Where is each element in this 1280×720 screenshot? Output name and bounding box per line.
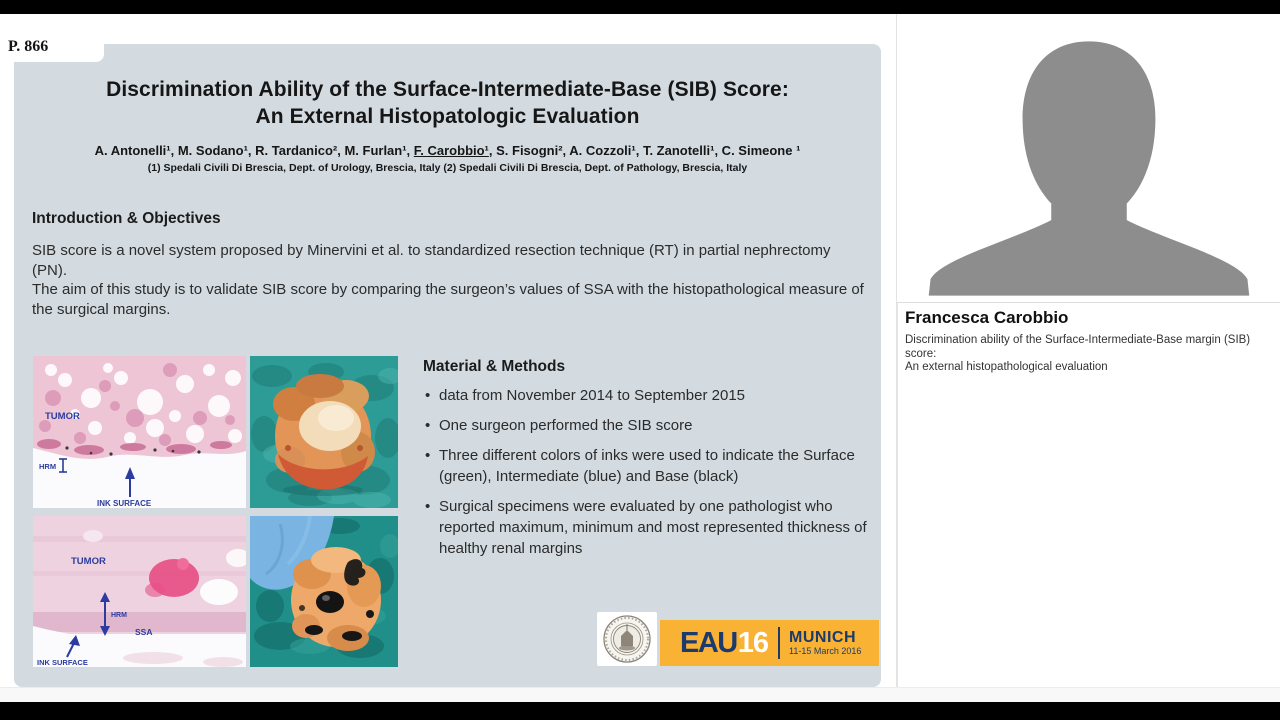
methods-list: data from November 2014 to September 201… bbox=[423, 385, 881, 559]
histology-image-bottom: TUMOR HRM SSA INK SURFACE bbox=[33, 516, 246, 667]
inked-specimen-shape bbox=[291, 547, 381, 651]
histology-figure-top: TUMOR HRM INK SURFACE bbox=[33, 356, 246, 508]
intro-body: SIB score is a novel system proposed by … bbox=[32, 241, 864, 319]
methods-bullet: Three different colors of inks were used… bbox=[423, 445, 881, 487]
eau-logo-city: MUNICH bbox=[789, 629, 856, 646]
methods-bullet: One surgeon performed the SIB score bbox=[423, 415, 881, 436]
ink-surface-label: INK SURFACE bbox=[37, 658, 88, 667]
top-letterbox-bar bbox=[0, 0, 1280, 14]
poster-slide: P. 866 Discrimination Ability of the Sur… bbox=[0, 14, 897, 702]
specimen-photo-bottom bbox=[250, 516, 398, 667]
kidney-specimen-shape bbox=[273, 374, 375, 490]
specimen-image-top bbox=[250, 356, 398, 508]
tumor-label: TUMOR bbox=[71, 556, 106, 567]
speaker-talk-line-1: Discrimination ability of the Surface-In… bbox=[905, 334, 1251, 360]
ssa-label: SSA bbox=[135, 627, 152, 637]
intro-paragraph-1: SIB score is a novel system proposed by … bbox=[32, 242, 831, 279]
hrm-bracket-icon bbox=[59, 458, 67, 473]
specimen-image-bottom bbox=[250, 516, 398, 667]
title-line-1: Discrimination Ability of the Surface-In… bbox=[106, 78, 789, 101]
eau-logo-dates: 11-15 March 2016 bbox=[789, 646, 862, 656]
methods-bullet: data from November 2014 to September 201… bbox=[423, 385, 881, 406]
speaker-talk-title: Discrimination ability of the Surface-In… bbox=[905, 334, 1280, 375]
speaker-talk-line-2: An external histopathological evaluation bbox=[905, 361, 1108, 373]
tumor-label: TUMOR bbox=[45, 411, 80, 422]
speaker-avatar bbox=[897, 14, 1280, 303]
authors-after: , S. Fisogni², A. Cozzoli¹, T. Zanotelli… bbox=[488, 143, 801, 158]
glove-shape bbox=[250, 516, 334, 590]
presenting-author: F. Carobbio¹ bbox=[413, 143, 489, 158]
eau-logo-year: 16 bbox=[737, 626, 769, 659]
eau-congress-logo: EAU 16 MUNICH 11-15 March 2016 bbox=[660, 620, 879, 666]
intro-paragraph-2: The aim of this study is to validate SIB… bbox=[32, 281, 864, 318]
authors-before: A. Antonelli¹, M. Sodano¹, R. Tardanico²… bbox=[94, 143, 414, 158]
slide-title: Discrimination Ability of the Surface-In… bbox=[14, 76, 881, 130]
methods-bullet: Surgical specimens were evaluated by one… bbox=[423, 496, 881, 559]
histology-figure-bottom: TUMOR HRM SSA INK SURFACE bbox=[33, 516, 246, 667]
up-arrow-icon bbox=[66, 635, 80, 658]
intro-heading: Introduction & Objectives bbox=[32, 210, 221, 227]
specimen-photo-top bbox=[250, 356, 398, 508]
title-line-2: An External Histopatologic Evaluation bbox=[255, 105, 640, 128]
poster-number-chip: P. 866 bbox=[0, 36, 104, 62]
person-silhouette-icon bbox=[928, 41, 1249, 296]
hrm-label: HRM bbox=[111, 612, 127, 619]
up-arrow-icon bbox=[125, 467, 135, 497]
affiliations-line: (1) Spedali Civili Di Brescia, Dept. of … bbox=[147, 162, 748, 174]
authors-line: A. Antonelli¹, M. Sodano¹, R. Tardanico²… bbox=[14, 143, 881, 158]
university-seal-logo bbox=[603, 615, 651, 663]
ink-surface-label: INK SURFACE bbox=[97, 499, 152, 508]
histology-image-top: TUMOR HRM INK SURFACE bbox=[33, 356, 246, 508]
bottom-letterbox-bar bbox=[0, 702, 1280, 720]
double-arrow-icon bbox=[100, 592, 110, 636]
speaker-name: Francesca Carobbio bbox=[905, 308, 1069, 327]
eau-logo-divider bbox=[778, 627, 780, 659]
footer-strip bbox=[0, 687, 1280, 703]
hrm-label: HRM bbox=[39, 462, 56, 471]
eau-logo-text: EAU bbox=[680, 626, 738, 659]
university-seal-box bbox=[597, 612, 657, 666]
methods-heading: Material & Methods bbox=[423, 358, 566, 375]
poster-number: P. 866 bbox=[8, 38, 49, 55]
